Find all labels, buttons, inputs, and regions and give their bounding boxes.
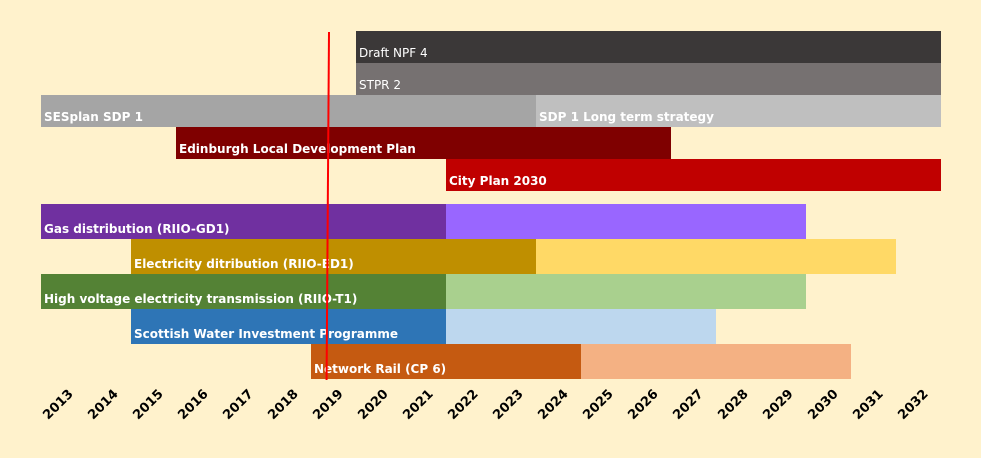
bar-label: SESplan SDP 1 bbox=[44, 110, 143, 124]
bar-segment bbox=[41, 274, 446, 309]
x-tick-label: 2032 bbox=[895, 386, 932, 423]
x-tick-label: 2017 bbox=[220, 386, 257, 423]
x-tick-label: 2014 bbox=[85, 386, 122, 423]
bar-segment bbox=[176, 127, 671, 159]
bar-segment bbox=[311, 344, 581, 379]
bar-segment bbox=[41, 204, 446, 239]
x-tick-label: 2027 bbox=[670, 386, 707, 423]
bar-segment bbox=[536, 95, 941, 127]
x-tick-label: 2029 bbox=[760, 386, 797, 423]
bar-segment bbox=[41, 95, 536, 127]
bar-segment bbox=[581, 344, 851, 379]
bar-segment bbox=[446, 274, 806, 309]
bar-label: Scottish Water Investment Programme bbox=[134, 327, 398, 341]
bar-segment bbox=[446, 159, 941, 191]
bar-label: City Plan 2030 bbox=[449, 174, 547, 188]
x-tick-label: 2031 bbox=[850, 386, 887, 423]
bar-label: Draft NPF 4 bbox=[359, 46, 428, 60]
x-tick-label: 2021 bbox=[400, 386, 437, 423]
bar-label: STPR 2 bbox=[359, 78, 401, 92]
x-tick-label: 2015 bbox=[130, 386, 167, 423]
bar-label: Edinburgh Local Development Plan bbox=[179, 142, 416, 156]
bar-segment bbox=[446, 204, 806, 239]
x-tick-label: 2013 bbox=[40, 386, 77, 423]
bar-label: Gas distribution (RIIO-GD1) bbox=[44, 222, 230, 236]
x-tick-label: 2018 bbox=[265, 386, 302, 423]
bar-label: SDP 1 Long term strategy bbox=[539, 110, 714, 124]
x-tick-label: 2024 bbox=[535, 386, 572, 423]
x-tick-label: 2023 bbox=[490, 386, 527, 423]
bar-label: High voltage electricity transmission (R… bbox=[44, 292, 358, 306]
x-tick-label: 2030 bbox=[805, 386, 842, 423]
bar-segment bbox=[356, 63, 941, 95]
bar-segment bbox=[131, 239, 536, 274]
bar-label: Electricity ditribution (RIIO-ED1) bbox=[134, 257, 354, 271]
bar-segment bbox=[446, 309, 716, 344]
x-tick-label: 2019 bbox=[310, 386, 347, 423]
bar-segment bbox=[131, 309, 446, 344]
bar-segment bbox=[536, 239, 896, 274]
x-tick-label: 2026 bbox=[625, 386, 662, 423]
x-tick-label: 2025 bbox=[580, 386, 617, 423]
x-tick-label: 2028 bbox=[715, 386, 752, 423]
bar-segment bbox=[356, 31, 941, 63]
x-tick-label: 2022 bbox=[445, 386, 482, 423]
x-tick-label: 2020 bbox=[355, 386, 392, 423]
x-tick-label: 2016 bbox=[175, 386, 212, 423]
bar-label: Network Rail (CP 6) bbox=[314, 362, 447, 376]
